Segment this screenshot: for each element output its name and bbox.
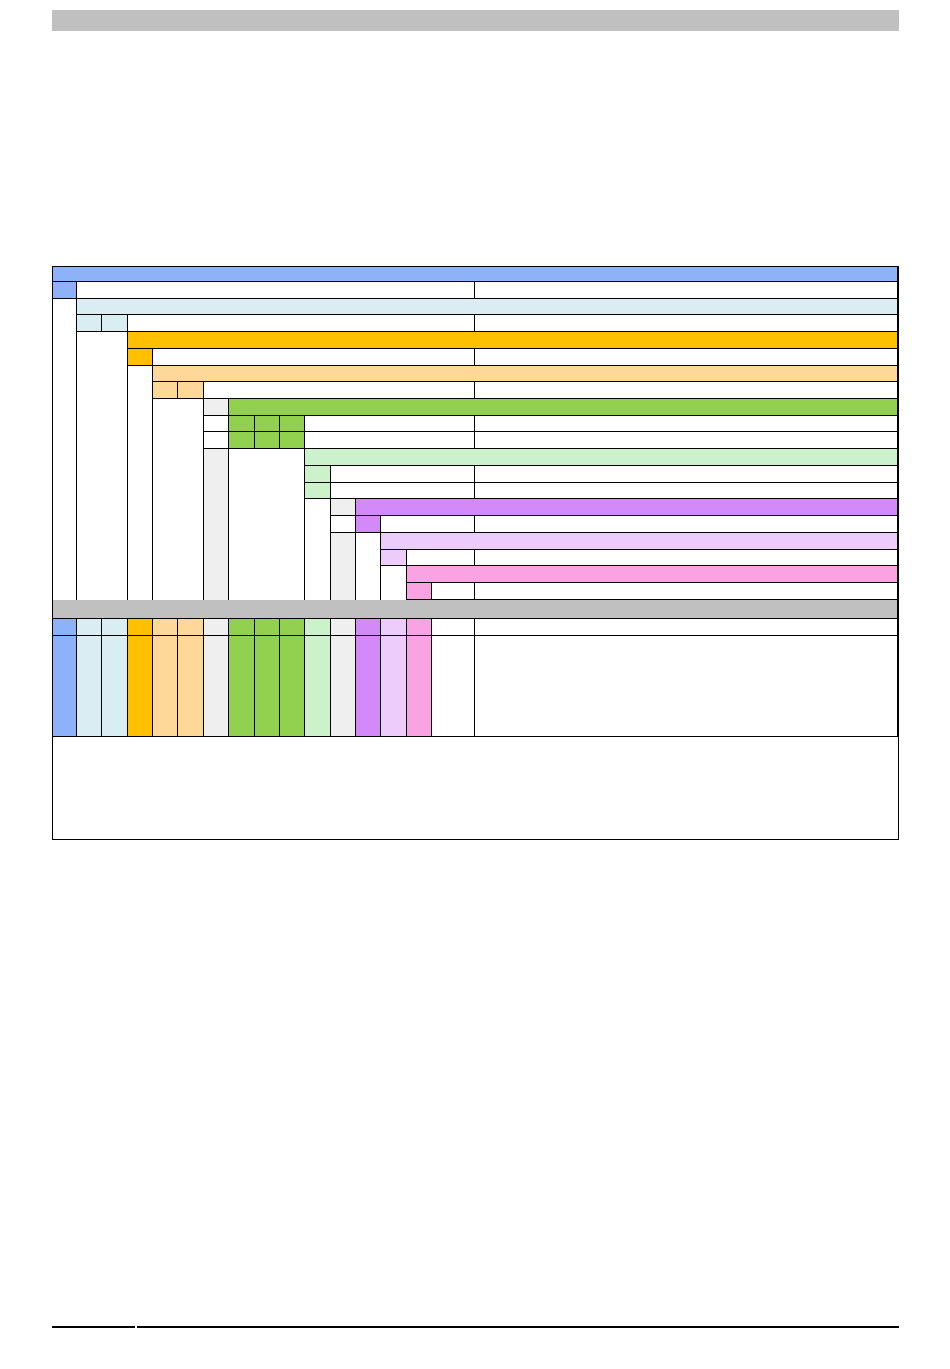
table-cell bbox=[475, 466, 898, 483]
table-cell bbox=[475, 315, 898, 332]
table-cell bbox=[204, 449, 229, 619]
table-cell bbox=[475, 516, 898, 533]
table-cell bbox=[229, 636, 255, 737]
table-cell bbox=[305, 432, 475, 449]
table-cell bbox=[331, 619, 356, 636]
table-cell bbox=[305, 619, 331, 636]
table-cell bbox=[178, 636, 204, 737]
footer-rule-left bbox=[52, 1326, 135, 1328]
table-cell bbox=[204, 432, 229, 449]
table-cell bbox=[229, 399, 898, 416]
table-cell bbox=[128, 636, 153, 737]
table-cell bbox=[475, 349, 898, 366]
table-cell bbox=[356, 619, 381, 636]
table-cell bbox=[128, 315, 475, 332]
table-cell bbox=[52, 282, 77, 299]
table-cell bbox=[102, 315, 128, 332]
table-cell bbox=[475, 583, 898, 600]
table-cell bbox=[153, 619, 178, 636]
table-cell bbox=[381, 550, 407, 566]
table-cell bbox=[475, 636, 898, 737]
table-cell bbox=[331, 516, 356, 533]
table-cell bbox=[475, 416, 898, 432]
table-cell bbox=[77, 636, 102, 737]
table-cell bbox=[77, 282, 475, 299]
table-cell bbox=[475, 432, 898, 449]
table-cell bbox=[229, 449, 305, 619]
table-cell bbox=[432, 636, 475, 737]
table-cell bbox=[475, 550, 898, 566]
table-cell bbox=[178, 382, 204, 399]
table-cell bbox=[102, 636, 128, 737]
table-cell bbox=[356, 499, 898, 516]
table-cell bbox=[475, 483, 898, 499]
table-cell bbox=[204, 416, 229, 432]
table-cell bbox=[280, 619, 305, 636]
table-cell bbox=[128, 619, 153, 636]
table-cell bbox=[204, 382, 475, 399]
table-cell bbox=[381, 636, 407, 737]
table-cell bbox=[305, 636, 331, 737]
table-cell bbox=[229, 432, 255, 449]
table-cell bbox=[255, 619, 280, 636]
table-cell bbox=[153, 399, 204, 619]
table-cell bbox=[407, 636, 432, 737]
table-cell bbox=[204, 399, 229, 416]
table-cell bbox=[280, 432, 305, 449]
table-cell bbox=[128, 332, 898, 349]
table-cell bbox=[280, 416, 305, 432]
table-cell bbox=[178, 619, 204, 636]
table-cell bbox=[52, 619, 77, 636]
footer-rule-right bbox=[137, 1326, 899, 1328]
table-cell bbox=[229, 619, 255, 636]
table-cell bbox=[475, 382, 898, 399]
table-cell bbox=[128, 366, 153, 619]
table-cell bbox=[381, 533, 898, 550]
table-cell bbox=[52, 636, 77, 737]
table-cell bbox=[153, 366, 898, 382]
table-cell bbox=[255, 636, 280, 737]
table-cell bbox=[475, 282, 898, 299]
table-cell bbox=[331, 483, 475, 499]
table-cell bbox=[407, 566, 898, 583]
table-cell bbox=[305, 449, 898, 466]
table-cell bbox=[153, 382, 178, 399]
table-cell bbox=[204, 636, 229, 737]
table-cell bbox=[102, 619, 128, 636]
table-cell bbox=[432, 619, 475, 636]
table-cell bbox=[77, 332, 128, 619]
page-header-bar bbox=[52, 10, 899, 31]
table-cell bbox=[305, 483, 331, 499]
table-cell bbox=[229, 416, 255, 432]
table-cell bbox=[52, 299, 77, 619]
table-cell bbox=[153, 349, 475, 366]
table-cell bbox=[356, 636, 381, 737]
table-cell bbox=[331, 499, 356, 516]
table-cell bbox=[407, 550, 475, 566]
table-cell bbox=[381, 516, 475, 533]
table-cell bbox=[356, 516, 381, 533]
table-cell bbox=[128, 349, 153, 366]
table-cell bbox=[475, 619, 898, 636]
table-cell bbox=[52, 266, 898, 282]
table-cell bbox=[331, 466, 475, 483]
table-cell bbox=[331, 636, 356, 737]
table-cell bbox=[52, 600, 898, 619]
table-cell bbox=[305, 466, 331, 483]
table-cell bbox=[204, 619, 229, 636]
table-cell bbox=[407, 619, 432, 636]
table-cell bbox=[77, 315, 102, 332]
table-cell bbox=[381, 619, 407, 636]
table-cell bbox=[255, 416, 280, 432]
table-cell bbox=[432, 583, 475, 600]
table-cell bbox=[305, 416, 475, 432]
table-cell bbox=[77, 299, 898, 315]
table-cell bbox=[280, 636, 305, 737]
table-cell bbox=[407, 583, 432, 600]
table-cell bbox=[255, 432, 280, 449]
table-cell bbox=[77, 619, 102, 636]
table-cell bbox=[153, 636, 178, 737]
